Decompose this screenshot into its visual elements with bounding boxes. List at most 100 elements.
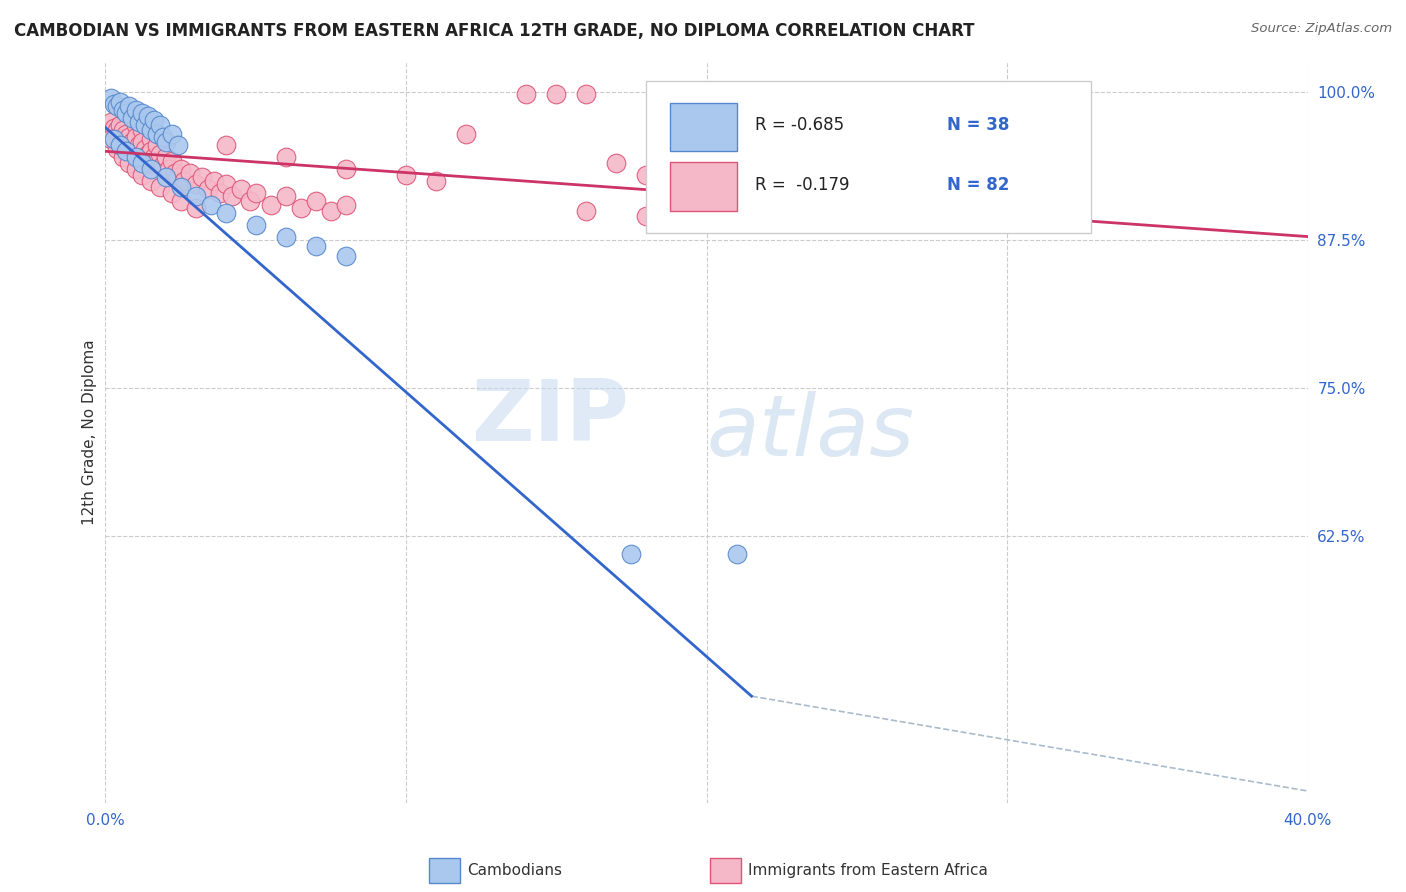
Point: [202, 174, 225, 188]
Point: [221, 189, 243, 203]
Point: [335, 248, 357, 262]
Point: [274, 189, 297, 203]
Point: [395, 168, 418, 182]
Point: [118, 99, 141, 113]
Point: [112, 132, 135, 146]
Point: [107, 99, 129, 113]
Point: [124, 162, 146, 177]
Point: [131, 106, 153, 120]
Point: [155, 170, 177, 185]
Point: [214, 138, 236, 153]
Point: [100, 132, 122, 146]
Point: [245, 218, 267, 232]
Point: [239, 194, 262, 208]
Point: [305, 194, 328, 208]
Point: [103, 96, 125, 111]
Point: [815, 132, 838, 146]
Point: [1056, 87, 1078, 102]
Point: [124, 130, 146, 145]
Point: [575, 203, 598, 218]
Bar: [671, 162, 737, 211]
Point: [110, 118, 132, 132]
Point: [131, 123, 153, 137]
Point: [121, 135, 143, 149]
Point: [166, 138, 188, 153]
Point: [696, 174, 718, 188]
Point: [112, 103, 135, 117]
Point: [112, 150, 135, 164]
Text: R =  -0.179: R = -0.179: [755, 176, 849, 194]
Point: [995, 87, 1018, 102]
Point: [725, 547, 748, 561]
Point: [260, 197, 283, 211]
Point: [515, 87, 537, 102]
Point: [145, 153, 167, 168]
Point: [155, 150, 177, 164]
Point: [148, 118, 170, 132]
Point: [184, 178, 207, 192]
Point: [131, 156, 153, 170]
Point: [124, 118, 146, 132]
Point: [110, 95, 132, 109]
Point: [160, 127, 183, 141]
Point: [190, 170, 212, 185]
Point: [118, 130, 141, 145]
Text: ZIP: ZIP: [471, 376, 628, 459]
Point: [139, 145, 162, 159]
Point: [208, 186, 231, 200]
Point: [160, 153, 183, 168]
Point: [1026, 87, 1049, 102]
Point: [214, 206, 236, 220]
Point: [139, 174, 162, 188]
Text: Cambodians: Cambodians: [467, 863, 562, 878]
Point: [173, 174, 195, 188]
Point: [136, 146, 159, 161]
Point: [134, 142, 156, 156]
Point: [110, 138, 132, 153]
Point: [134, 118, 156, 132]
Point: [107, 142, 129, 156]
Point: [152, 130, 174, 145]
Point: [845, 194, 868, 208]
Point: [290, 201, 312, 215]
Point: [100, 114, 122, 128]
Point: [148, 146, 170, 161]
Point: [131, 168, 153, 182]
Point: [124, 150, 146, 164]
Point: [139, 132, 162, 146]
Point: [305, 239, 328, 253]
Point: [115, 145, 138, 159]
Point: [136, 109, 159, 123]
Point: [454, 127, 477, 141]
Point: [128, 138, 150, 153]
Point: [184, 201, 207, 215]
Bar: [671, 103, 737, 152]
Point: [274, 150, 297, 164]
Point: [575, 87, 598, 102]
Point: [425, 174, 447, 188]
Point: [184, 189, 207, 203]
Point: [124, 103, 146, 117]
Point: [319, 203, 342, 218]
Point: [103, 120, 125, 135]
Point: [169, 194, 191, 208]
Point: [197, 182, 219, 196]
Point: [620, 547, 643, 561]
Point: [245, 186, 267, 200]
Text: Immigrants from Eastern Africa: Immigrants from Eastern Africa: [748, 863, 988, 878]
Point: [605, 156, 627, 170]
Point: [200, 197, 222, 211]
Point: [145, 127, 167, 141]
Point: [155, 135, 177, 149]
Point: [169, 179, 191, 194]
Point: [755, 186, 778, 200]
Point: [112, 123, 135, 137]
Point: [179, 166, 201, 180]
Point: [157, 162, 180, 177]
Y-axis label: 12th Grade, No Diploma: 12th Grade, No Diploma: [82, 340, 97, 525]
Text: atlas: atlas: [707, 391, 914, 475]
Point: [107, 123, 129, 137]
Point: [145, 138, 167, 153]
Point: [121, 111, 143, 125]
Point: [229, 182, 252, 196]
